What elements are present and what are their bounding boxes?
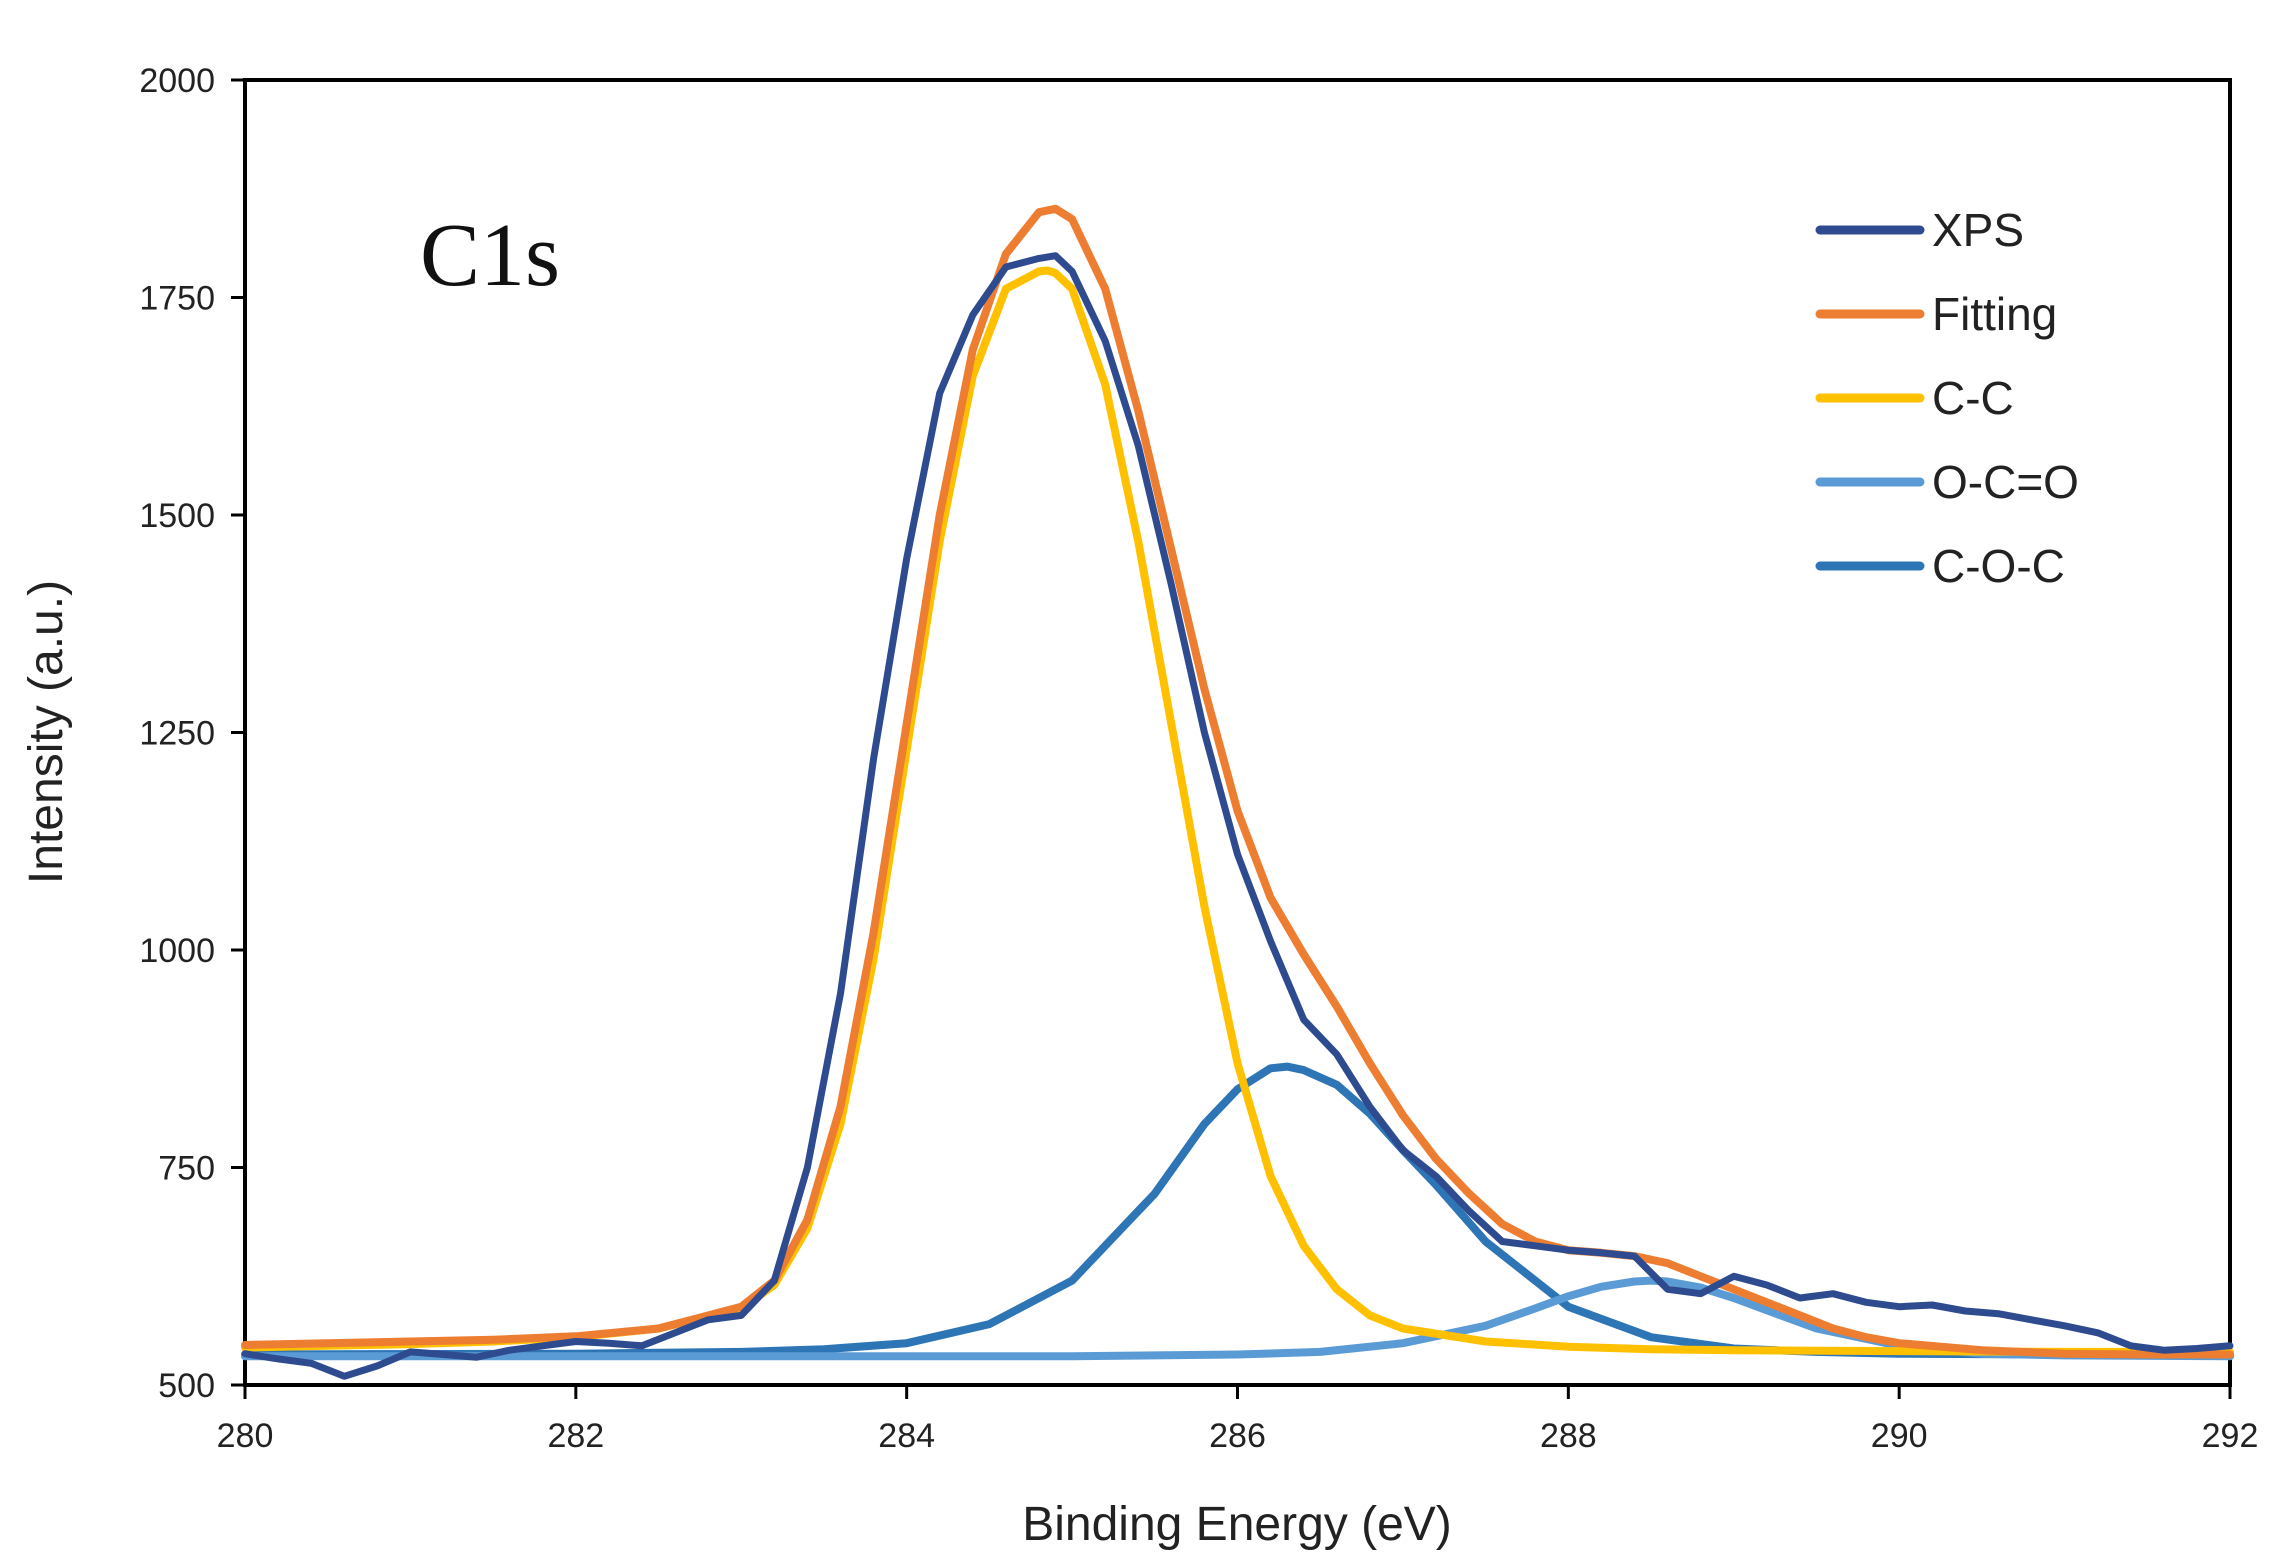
y-tick-label: 1500 [139,497,215,535]
x-tick-label: 288 [1540,1417,1597,1455]
legend-label: XPS [1932,204,2024,256]
legend: XPS Fitting C-C O-C=O C-O-C [1815,204,2079,592]
series-line-fitting [241,204,2234,1359]
y-tick-label: 1000 [139,932,215,970]
series-line-xps [241,252,2234,1380]
x-tick-label: 286 [1209,1417,1266,1455]
legend-label: C-O-C [1932,540,2065,592]
annotation-label: C1s [420,206,560,305]
x-tick-label: 282 [547,1417,604,1455]
plot-area [243,78,2232,1387]
x-tick-label: 290 [1871,1417,1928,1455]
y-axis-title: Intensity (a.u.) [20,580,73,884]
y-tick-label: 1250 [139,715,215,753]
y-tick-label: 2000 [139,62,215,100]
legend-label: Fitting [1932,288,2057,340]
x-axis: 280 282 284 286 288 290 292 [217,1385,2259,1455]
y-tick-label: 750 [158,1150,215,1188]
x-tick-label: 284 [878,1417,935,1455]
legend-label: C-C [1932,372,2014,424]
y-tick-label: 1750 [139,280,215,318]
x-tick-label: 280 [217,1417,274,1455]
y-tick-label: 500 [158,1367,215,1405]
x-axis-title: Binding Energy (eV) [1022,1498,1452,1551]
y-axis: 500 750 1000 1250 1500 1750 2000 [139,62,245,1405]
series-layer [241,204,2234,1380]
x-tick-label: 292 [2202,1417,2259,1455]
legend-label: O-C=O [1932,456,2079,508]
